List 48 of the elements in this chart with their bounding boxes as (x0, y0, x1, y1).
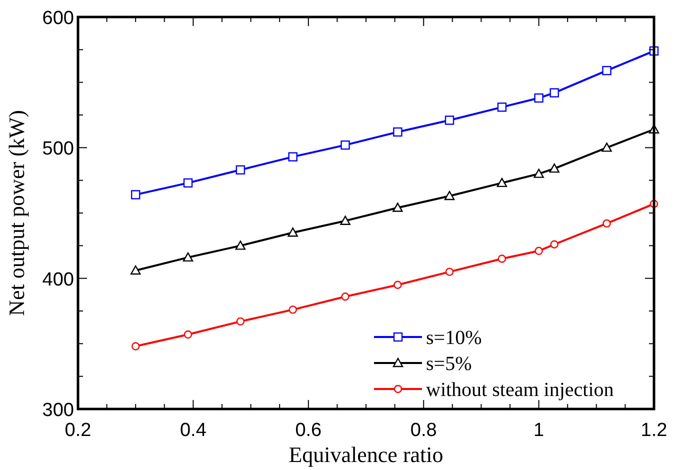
x-tick-label: 0.4 (180, 420, 207, 441)
point (549, 163, 560, 173)
point (236, 165, 246, 174)
point (602, 66, 612, 76)
y-tick-label: 300 (42, 400, 74, 421)
point (341, 292, 350, 301)
point (130, 265, 141, 275)
point (236, 317, 245, 326)
point (288, 306, 297, 314)
point (394, 280, 402, 289)
point (602, 142, 612, 152)
y-tick-label: 500 (42, 138, 74, 160)
point (132, 342, 140, 350)
point (444, 190, 455, 200)
point (340, 140, 350, 150)
point (288, 152, 298, 162)
point (550, 88, 559, 98)
x-axis-title: Equivalence ratio (288, 442, 444, 467)
point (534, 168, 544, 178)
point (183, 178, 193, 188)
x-tick-label: 0.8 (410, 420, 437, 441)
x-tick-label: 1 (534, 420, 544, 441)
point (184, 330, 192, 339)
point (534, 246, 543, 255)
point (392, 202, 403, 212)
point (131, 190, 140, 200)
x-tick-label: 0.2 (64, 420, 92, 441)
point (445, 268, 454, 276)
legend-label: s=10% (426, 327, 482, 349)
x-tick-label: 1.2 (640, 420, 668, 441)
point (444, 116, 454, 125)
y-tick-label: 600 (42, 8, 74, 29)
point (496, 178, 508, 188)
y-tick-label: 400 (42, 269, 74, 290)
y-axis-title: Net output power (kW) (4, 110, 29, 316)
point (235, 240, 246, 250)
point (340, 216, 350, 225)
point (534, 93, 544, 103)
legend-label: without steam injection (426, 379, 614, 401)
point (498, 254, 506, 263)
point (602, 219, 611, 228)
point (550, 240, 558, 248)
legend-label: s=5% (426, 353, 472, 375)
point (182, 252, 194, 262)
x-tick-label: 0.6 (295, 420, 322, 441)
point (288, 228, 298, 237)
point (393, 127, 402, 137)
point (497, 102, 507, 112)
